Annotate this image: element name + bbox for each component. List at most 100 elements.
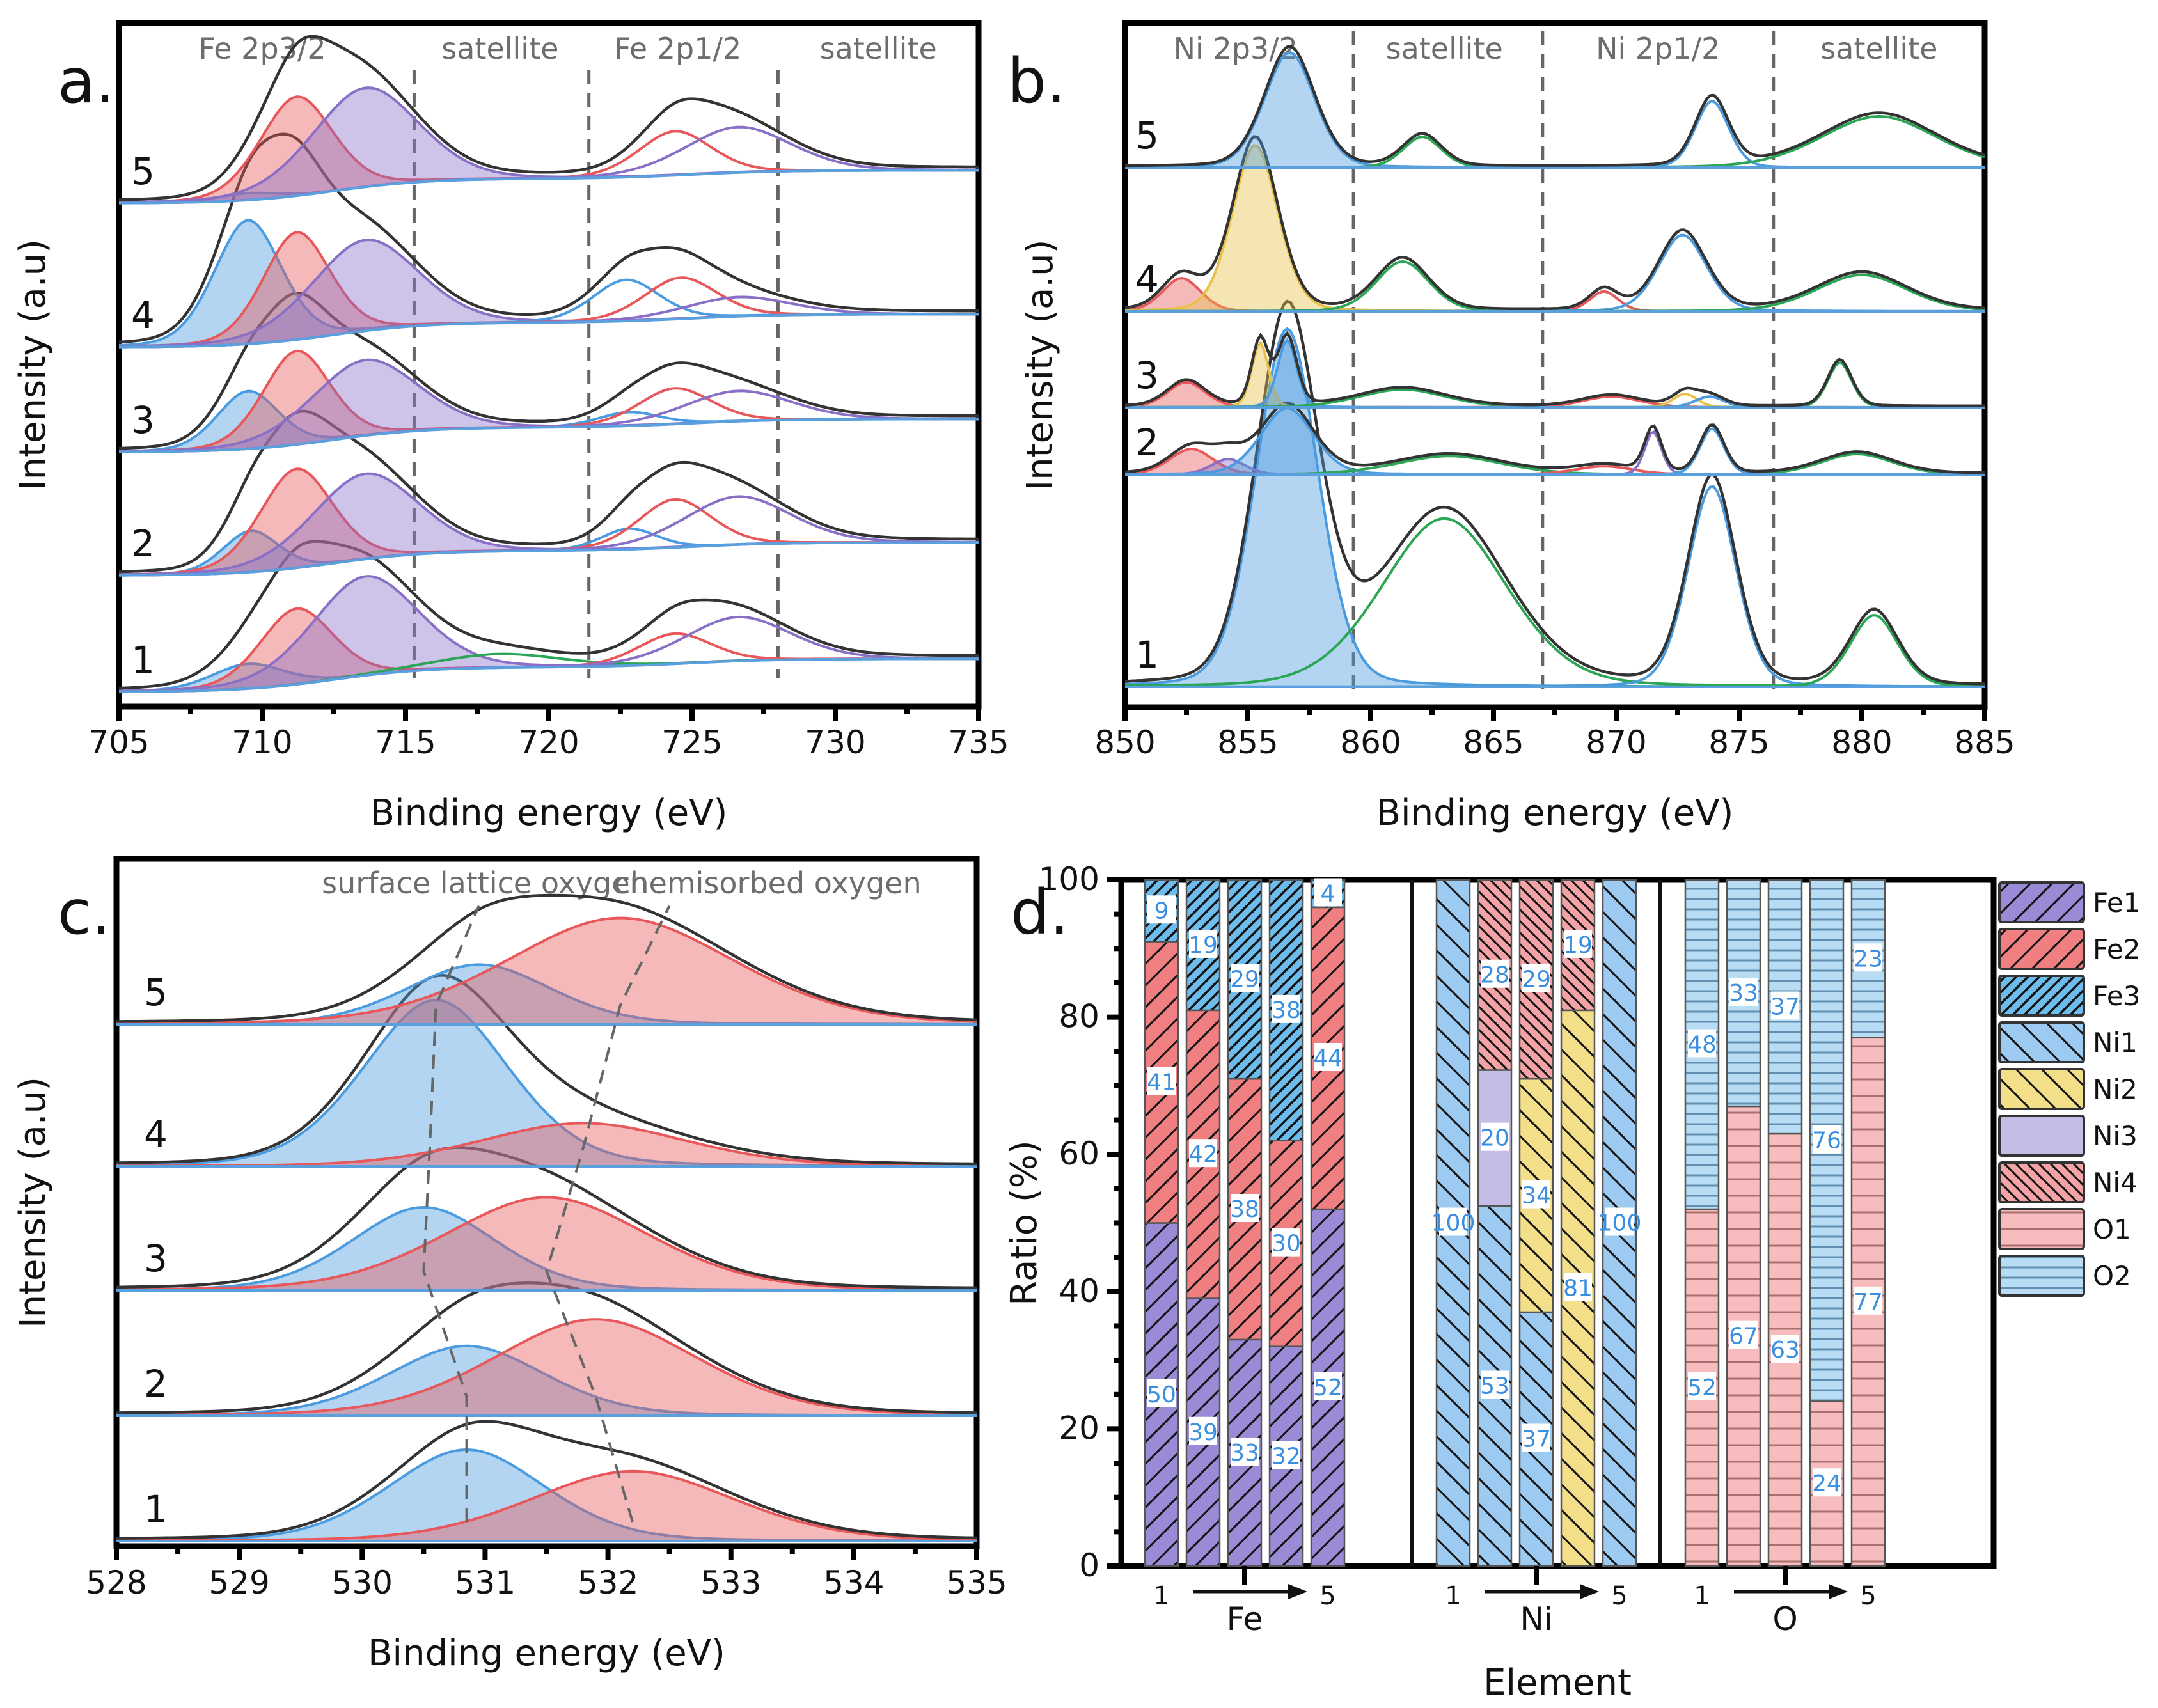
peak-fill-ni1 (1125, 52, 1985, 168)
peak-fill-fe2 (119, 97, 979, 203)
bar-value-bg (1522, 964, 1550, 992)
bar-value-label: 41 (1147, 1070, 1176, 1096)
bar-value-label: 20 (1480, 1125, 1509, 1152)
x-tick-label: 855 (1217, 724, 1278, 761)
x-tick-label: 735 (948, 724, 1009, 761)
bar-value-bg (1231, 1194, 1259, 1223)
arrow-head-icon (1288, 1584, 1307, 1599)
legend-label: Fe1 (2093, 887, 2140, 918)
arrow-head-icon (1580, 1584, 1599, 1599)
arrow-head-icon (1829, 1584, 1848, 1599)
bar-value-bg (1522, 1423, 1550, 1452)
region-label: chemisorbed oxygen (614, 866, 922, 900)
peak-fill-fe1 (119, 576, 979, 692)
group-element-label: O (1772, 1601, 1797, 1638)
y-tick-label: 0 (1079, 1547, 1099, 1584)
bar-value-bg (1481, 1370, 1509, 1399)
panel-label: c. (58, 877, 111, 948)
envelope-line (116, 1420, 977, 1540)
x-axis-label: Binding energy (eV) (368, 1633, 725, 1674)
envelope-line (1125, 45, 1985, 168)
legend-item-fe2: Fe2 (1998, 928, 2140, 970)
y-tick-label: 100 (1039, 861, 1099, 898)
background-line (119, 418, 979, 453)
background-line (119, 657, 979, 693)
bar-value-label: 34 (1522, 1183, 1551, 1209)
group-start-label: 1 (1445, 1581, 1461, 1611)
peak-fill-o1 (116, 1471, 977, 1541)
peak-fill-fe2 (119, 232, 979, 347)
bar-value-label: 52 (1687, 1375, 1717, 1401)
bar-value-label: 30 (1272, 1231, 1301, 1257)
y-axis-label: Intensity (a.u) (12, 239, 54, 490)
bar-value-label: 50 (1147, 1382, 1176, 1408)
x-tick-label: 532 (578, 1564, 638, 1601)
bar-value-label: 76 (1812, 1128, 1841, 1154)
x-tick-label: 880 (1831, 724, 1892, 761)
peak-fill-o2 (116, 964, 977, 1024)
region-label: satellite (1386, 31, 1503, 66)
peak-line-o1 (116, 1196, 977, 1291)
spectrum-label: 5 (144, 971, 168, 1014)
peak-fill-ni2 (1125, 145, 1985, 311)
bar-value-bg (1564, 929, 1592, 958)
bar-value-label: 67 (1729, 1324, 1758, 1350)
spectrum-label: 2 (144, 1362, 168, 1406)
legend: Fe1 Fe2 Fe3 Ni1 Ni2 Ni3 Ni4 O1 O2 (1998, 881, 2140, 1297)
legend-swatch (1998, 881, 2085, 923)
peak-fill-o1 (116, 1319, 977, 1416)
bar-value-label: 19 (1188, 932, 1218, 959)
legend-swatch (1998, 1068, 2085, 1110)
bar-value-bg (1813, 1468, 1841, 1497)
bar-value-label: 81 (1563, 1275, 1593, 1301)
legend-item-o1: O1 (1998, 1208, 2131, 1250)
x-tick-label: 533 (700, 1564, 761, 1601)
group-end-label: 5 (1611, 1581, 1627, 1611)
spectrum-label: 3 (131, 398, 155, 442)
peak-fill-fe2 (119, 350, 979, 452)
peak-line-o1 (116, 916, 977, 1025)
bar-value-bg (1231, 964, 1259, 992)
spectrum-1: 1 (116, 1420, 977, 1542)
x-axis-label: Binding energy (eV) (370, 792, 728, 834)
legend-label: Ni3 (2093, 1120, 2138, 1152)
bar-value-bg (1605, 1207, 1634, 1236)
peak-fill-fe1 (119, 359, 979, 452)
spectrum-label: 1 (1135, 633, 1159, 677)
chemisorbed-guide (545, 905, 671, 1523)
y-tick-label: 40 (1059, 1273, 1099, 1310)
x-tick-label: 850 (1094, 724, 1155, 761)
envelope-line (116, 1146, 977, 1290)
x-tick-label: 705 (88, 724, 149, 761)
bar-value-label: 100 (1431, 1210, 1476, 1237)
spectrum-3: 3 (116, 1146, 977, 1292)
envelope-line (116, 1281, 977, 1414)
envelope-line (118, 132, 979, 344)
legend-swatch (1998, 975, 2085, 1017)
spectrum-label: 2 (131, 522, 155, 565)
spectrum-3: 3 (118, 291, 979, 453)
y-axis-label: Ratio (%) (1004, 1140, 1045, 1305)
y-axis-label: Intensity (a.u) (12, 1077, 54, 1328)
bar-value-bg (1189, 929, 1217, 958)
envelope-line (1124, 401, 1985, 474)
legend-swatch (1998, 1255, 2085, 1297)
bar-value-bg (1314, 1042, 1342, 1071)
region-label: surface lattice oxygen (322, 866, 649, 900)
envelope-line (118, 409, 979, 574)
y-tick-label: 80 (1059, 998, 1099, 1035)
group-start-label: 1 (1694, 1581, 1710, 1611)
spectrum-label: 4 (1135, 258, 1159, 301)
legend-item-ni2: Ni2 (1998, 1068, 2138, 1110)
spectrum-2: 2 (118, 409, 979, 577)
x-tick-label: 860 (1340, 724, 1401, 761)
bar-value-bg (1147, 1379, 1176, 1407)
x-tick-label: 530 (332, 1564, 393, 1601)
bar-value-bg (1147, 1067, 1176, 1095)
y-axis-label: Intensity (a.u) (1020, 240, 1061, 491)
bar-value-bg (1189, 1139, 1217, 1168)
peak-fill-fe2 (119, 608, 979, 692)
legend-swatch (1998, 1161, 2085, 1203)
peak-fill-o1 (116, 918, 977, 1024)
